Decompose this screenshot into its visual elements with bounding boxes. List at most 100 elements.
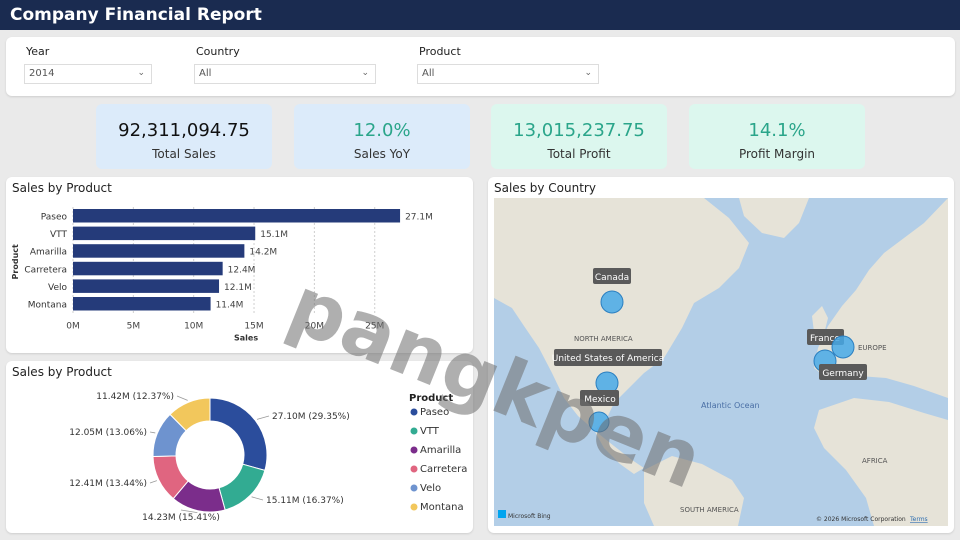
map-tooltip-usa: [554, 349, 662, 366]
map-marker-mexico[interactable]: [588, 411, 610, 433]
filter-product-select[interactable]: All ⌄: [417, 64, 599, 84]
map-marker-label: Canada: [595, 273, 629, 283]
x-tick-label: 25M: [365, 322, 384, 332]
data-label: 12.1M: [224, 283, 252, 293]
x-axis-title: Sales: [234, 334, 258, 343]
chevron-down-icon: ⌄: [361, 68, 369, 78]
data-label: 12.4M: [228, 265, 256, 275]
map-marker-label: Mexico: [584, 395, 616, 405]
map-marker-label: Germany: [822, 369, 864, 379]
kpi-total-sales: 92,311,094.75 Total Sales: [96, 104, 272, 169]
map-label-africa: AFRICA: [862, 457, 888, 465]
filter-country-value: All: [199, 68, 212, 79]
data-label: 15.1M: [260, 230, 288, 240]
kpi-total-profit: 13,015,237.75 Total Profit: [491, 104, 667, 169]
kpi-profit-margin: 14.1% Profit Margin: [689, 104, 865, 169]
data-label: 14.2M: [249, 248, 277, 258]
filter-country-label: Country: [196, 45, 240, 58]
data-label: 12.05M (13.06%): [69, 428, 147, 438]
map-land-central-america: [594, 430, 644, 474]
bar: [73, 261, 223, 276]
map-view[interactable]: NORTH AMERICA EUROPE AFRICA SOUTH AMERIC…: [494, 198, 948, 526]
map-marker-label: France: [810, 334, 840, 344]
map-marker-canada[interactable]: [600, 290, 624, 314]
legend-item: Amarilla: [420, 445, 461, 456]
leader-line: [176, 395, 188, 401]
legend-item: Velo: [420, 483, 441, 494]
data-label: 12.41M (13.44%): [69, 479, 147, 489]
leader-line: [149, 431, 156, 434]
map-brand: Microsoft Bing: [508, 513, 551, 520]
legend-swatch: [410, 408, 418, 416]
kpi-sales-yoy: 12.0% Sales YoY: [294, 104, 470, 169]
filter-year-select[interactable]: 2014 ⌄: [24, 64, 152, 84]
filter-product-label: Product: [419, 45, 461, 58]
leader-line: [149, 480, 157, 484]
map-land-uk: [812, 306, 828, 334]
data-label: 14.23M (15.41%): [142, 513, 220, 523]
legend-title: Product: [409, 393, 453, 404]
legend-item: Montana: [420, 502, 464, 513]
map-label-south-america: SOUTH AMERICA: [680, 506, 739, 514]
y-tick-label: Amarilla: [30, 248, 67, 258]
sales-by-product-donut-panel: Sales by Product 27.10M (29.35%) 15.11M (…: [6, 361, 473, 533]
legend-item: VTT: [420, 426, 440, 437]
x-tick-label: 5M: [127, 322, 141, 332]
donut-chart: 27.10M (29.35%) 15.11M (16.37%) 14.23M (15…: [69, 392, 467, 523]
x-tick-label: 10M: [184, 322, 203, 332]
map-land-north-america: [494, 198, 749, 430]
data-label: 27.10M (29.35%): [272, 412, 350, 422]
y-tick-label: VTT: [50, 230, 67, 240]
legend-swatch: [410, 465, 418, 473]
donut-slice: [209, 397, 268, 472]
map-terms-link[interactable]: Terms: [909, 516, 928, 523]
x-tick-label: 0M: [66, 322, 80, 332]
y-axis-title: Product: [11, 244, 20, 279]
data-label: 15.11M (16.37%): [266, 496, 344, 506]
y-tick-label: Montana: [28, 301, 67, 311]
chevron-down-icon: ⌄: [584, 68, 592, 78]
map-land-greenland: [739, 198, 809, 238]
filter-product-value: All: [422, 68, 435, 79]
chevron-down-icon: ⌄: [137, 68, 145, 78]
kpi-label: Sales YoY: [353, 147, 411, 161]
panel-title: Sales by Product: [12, 365, 112, 379]
bing-logo-icon: [498, 510, 506, 518]
kpi-value: 92,311,094.75: [118, 120, 250, 141]
leader-line: [251, 496, 264, 501]
legend-item: Paseo: [420, 407, 449, 418]
x-tick-label: 15M: [244, 322, 263, 332]
map-land-africa: [814, 398, 948, 526]
filter-country-select[interactable]: All ⌄: [194, 64, 376, 84]
map-tooltip-mexico: [580, 390, 619, 406]
leader-line: [180, 509, 198, 514]
map-tooltip-canada: [593, 268, 631, 284]
donut-slice: [218, 463, 266, 511]
y-tick-label: Carretera: [24, 265, 67, 275]
map-marker-label: United States of America: [552, 354, 664, 364]
filter-year-label: Year: [26, 45, 50, 58]
map-label-atlantic: Atlantic Ocean: [701, 401, 760, 410]
data-label: 27.1M: [405, 213, 433, 223]
bar: [73, 297, 211, 311]
map-tooltip-germany: [819, 364, 867, 380]
data-label: 11.42M (12.37%): [96, 392, 174, 402]
map-label-europe: EUROPE: [858, 344, 887, 352]
map-land-south-america: [644, 456, 744, 526]
kpi-value: 12.0%: [353, 120, 411, 141]
legend-swatch: [410, 427, 418, 435]
report-header: Company Financial Report: [0, 0, 960, 30]
panel-title: Sales by Product: [12, 181, 112, 195]
donut-slice: [169, 397, 211, 432]
y-tick-label: Velo: [48, 283, 67, 293]
x-tick-label: 20M: [305, 322, 324, 332]
filter-year-value: 2014: [29, 68, 55, 79]
legend-swatch: [410, 446, 418, 454]
map-marker-germany[interactable]: [831, 335, 855, 359]
kpi-label: Total Sales: [152, 147, 216, 161]
kpi-value: 13,015,237.75: [513, 120, 645, 141]
sales-by-country-map-panel: Sales by Country NORTH AMERICA EUROPE AF…: [488, 177, 954, 533]
kpi-label: Total Profit: [547, 147, 611, 161]
legend-swatch: [410, 484, 418, 492]
bar: [73, 209, 401, 223]
